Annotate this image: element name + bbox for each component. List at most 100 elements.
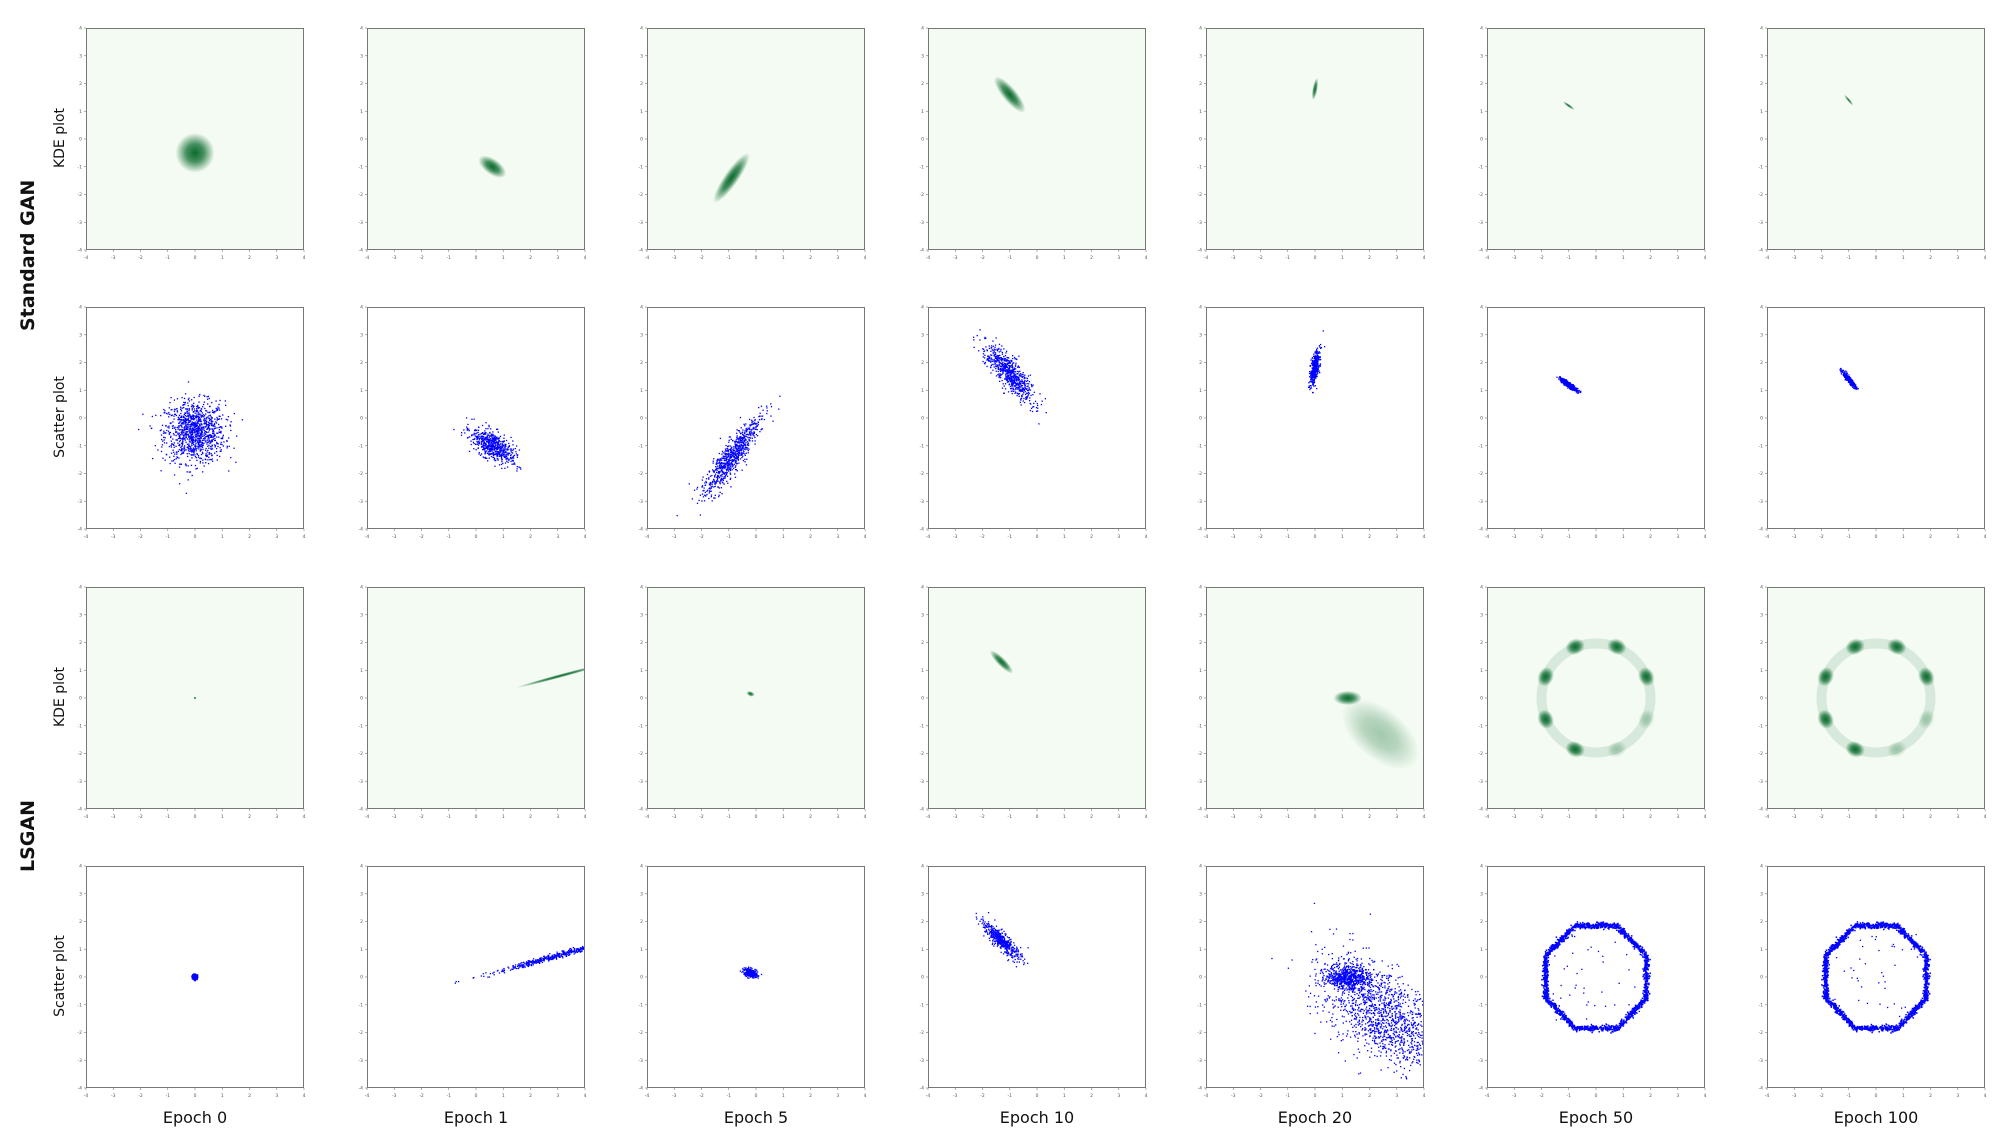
scatter-point <box>488 443 490 445</box>
x-tick-label: -2 <box>1258 255 1263 261</box>
scatter-point <box>1022 400 1024 402</box>
scatter-point <box>1012 388 1014 390</box>
scatter-point <box>166 442 168 444</box>
scatter-point <box>203 442 205 444</box>
scatter-point <box>713 471 715 474</box>
scatter-point <box>493 449 495 451</box>
scatter-point <box>209 418 211 420</box>
scatter-point <box>216 427 218 429</box>
scatter-point <box>704 491 707 494</box>
y-tick-label: 1 <box>1760 388 1763 394</box>
scatter-point <box>1017 377 1020 379</box>
scatter-point <box>197 438 199 440</box>
scatter-point <box>1015 383 1017 386</box>
scatter-point <box>497 445 499 447</box>
scatter-point <box>497 439 500 441</box>
scatter-point <box>502 449 504 452</box>
scatter-point <box>730 486 732 488</box>
y-tick-label: 1 <box>1760 109 1763 115</box>
scatter-point <box>1020 398 1022 400</box>
scatter-point <box>511 456 513 459</box>
scatter-point <box>1311 367 1313 369</box>
x-tick-label: -4 <box>1485 534 1490 540</box>
scatter-point <box>193 408 196 410</box>
scatter-point <box>192 439 194 441</box>
scatter-point <box>1020 390 1023 392</box>
scatter-point <box>738 429 740 432</box>
scatter-point <box>733 459 735 461</box>
x-tick-label: 0 <box>1875 534 1878 540</box>
scatter-point <box>479 437 482 439</box>
scatter-point <box>192 442 194 445</box>
x-tick-label: 4 <box>1423 255 1426 261</box>
scatter-point <box>197 456 200 458</box>
scatter-point <box>212 460 214 462</box>
scatter-point <box>184 418 186 421</box>
scatter-point <box>994 352 997 354</box>
scatter-point <box>706 473 709 476</box>
scatter-point <box>1315 360 1318 362</box>
scatter-point <box>996 348 998 350</box>
scatter-point <box>211 417 213 419</box>
scatter-point <box>200 420 202 423</box>
scatter-point <box>1318 357 1320 359</box>
scatter-point <box>195 448 197 451</box>
scatter-point <box>1009 378 1011 381</box>
scatter-point <box>183 419 185 421</box>
scatter-point <box>1580 390 1582 393</box>
scatter-point <box>1004 360 1006 362</box>
scatter-point <box>1310 362 1313 365</box>
x-tick-label: -3 <box>1792 534 1797 540</box>
scatter-point <box>1319 363 1322 365</box>
y-tick-label: -3 <box>1479 499 1484 505</box>
scatter-point <box>1013 356 1016 359</box>
x-tick-label: -2 <box>699 814 704 820</box>
scatter-point <box>513 454 516 457</box>
scatter-point <box>204 417 206 420</box>
scatter-point <box>203 421 206 423</box>
scatter-point <box>1312 372 1314 374</box>
scatter-point <box>495 453 497 456</box>
scatter-point <box>983 362 986 365</box>
scatter-point <box>1029 389 1032 391</box>
scatter-point <box>1007 381 1010 383</box>
scatter-point <box>193 448 195 450</box>
x-tick-label: 1 <box>221 255 224 261</box>
scatter-point <box>706 493 708 496</box>
scatter-point <box>749 418 751 421</box>
scatter-point <box>502 453 505 456</box>
scatter-point <box>220 443 222 445</box>
scatter-point <box>1317 368 1319 370</box>
scatter-point <box>1001 351 1003 354</box>
scatter-point <box>482 436 485 438</box>
scatter-point <box>1312 366 1314 368</box>
scatter-point <box>191 418 193 420</box>
scatter-point <box>737 441 739 444</box>
scatter-point <box>477 426 480 428</box>
scatter-point <box>520 468 522 470</box>
scatter-point <box>166 429 168 432</box>
scatter-point <box>715 482 717 485</box>
scatter-point <box>759 430 761 433</box>
scatter-point <box>202 433 204 435</box>
scatter-point <box>1316 363 1318 365</box>
scatter-point <box>191 428 193 430</box>
scatter-point <box>992 352 994 354</box>
scatter-point <box>753 422 755 425</box>
scatter-point <box>500 457 503 460</box>
scatter-point <box>748 427 751 429</box>
x-tick-label: -1 <box>447 255 452 261</box>
x-tick-label: 1 <box>1622 534 1625 540</box>
y-tick-label: 0 <box>1480 416 1483 422</box>
scatter-point <box>498 452 501 454</box>
scatter-point <box>501 440 504 443</box>
scatter-point <box>185 426 188 428</box>
scatter-point <box>187 420 190 422</box>
scatter-point <box>1013 367 1016 369</box>
scatter-point <box>985 337 987 339</box>
scatter-point <box>211 440 213 442</box>
scatter-point <box>1318 370 1320 372</box>
scatter-point <box>743 439 746 442</box>
scatter-point <box>1037 407 1039 409</box>
scatter-point <box>1006 373 1008 375</box>
